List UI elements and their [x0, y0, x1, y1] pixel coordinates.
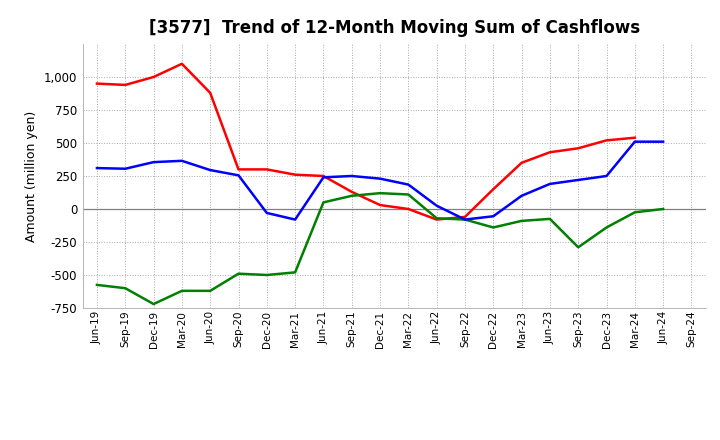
Investing Cashflow [517, 218, 526, 224]
Operating Cashflow [546, 150, 554, 155]
Operating Cashflow [93, 81, 102, 86]
Investing Cashflow [376, 191, 384, 196]
Free Cashflow [432, 203, 441, 208]
Operating Cashflow [432, 217, 441, 222]
Free Cashflow [149, 160, 158, 165]
Operating Cashflow [149, 74, 158, 80]
Investing Cashflow [93, 282, 102, 288]
Operating Cashflow [319, 173, 328, 179]
Investing Cashflow [602, 225, 611, 230]
Investing Cashflow [263, 272, 271, 278]
Operating Cashflow [376, 202, 384, 208]
Line: Investing Cashflow: Investing Cashflow [97, 193, 663, 304]
Operating Cashflow [348, 189, 356, 194]
Investing Cashflow [546, 216, 554, 221]
Free Cashflow [234, 172, 243, 178]
Y-axis label: Amount (million yen): Amount (million yen) [25, 110, 38, 242]
Investing Cashflow [291, 270, 300, 275]
Line: Operating Cashflow: Operating Cashflow [97, 64, 635, 220]
Free Cashflow [517, 193, 526, 198]
Free Cashflow [121, 166, 130, 171]
Investing Cashflow [489, 225, 498, 230]
Investing Cashflow [206, 288, 215, 293]
Free Cashflow [659, 139, 667, 144]
Investing Cashflow [461, 217, 469, 222]
Free Cashflow [461, 217, 469, 222]
Free Cashflow [291, 217, 300, 222]
Operating Cashflow [206, 90, 215, 95]
Free Cashflow [348, 173, 356, 179]
Investing Cashflow [348, 193, 356, 198]
Investing Cashflow [319, 200, 328, 205]
Operating Cashflow [263, 167, 271, 172]
Investing Cashflow [149, 301, 158, 307]
Free Cashflow [376, 176, 384, 181]
Operating Cashflow [404, 206, 413, 212]
Investing Cashflow [659, 206, 667, 212]
Operating Cashflow [234, 167, 243, 172]
Operating Cashflow [291, 172, 300, 177]
Operating Cashflow [489, 187, 498, 192]
Operating Cashflow [121, 82, 130, 88]
Investing Cashflow [121, 286, 130, 291]
Free Cashflow [574, 177, 582, 183]
Free Cashflow [546, 181, 554, 187]
Line: Free Cashflow: Free Cashflow [97, 142, 663, 220]
Investing Cashflow [234, 271, 243, 276]
Investing Cashflow [631, 210, 639, 215]
Free Cashflow [206, 167, 215, 172]
Operating Cashflow [178, 61, 186, 66]
Free Cashflow [404, 182, 413, 187]
Free Cashflow [631, 139, 639, 144]
Free Cashflow [489, 213, 498, 219]
Free Cashflow [178, 158, 186, 163]
Investing Cashflow [432, 216, 441, 221]
Operating Cashflow [461, 214, 469, 220]
Investing Cashflow [404, 192, 413, 197]
Operating Cashflow [517, 160, 526, 165]
Free Cashflow [263, 210, 271, 216]
Investing Cashflow [574, 245, 582, 250]
Investing Cashflow [178, 288, 186, 293]
Free Cashflow [319, 175, 328, 180]
Free Cashflow [602, 173, 611, 179]
Title: [3577]  Trend of 12-Month Moving Sum of Cashflows: [3577] Trend of 12-Month Moving Sum of C… [148, 19, 640, 37]
Operating Cashflow [631, 135, 639, 140]
Operating Cashflow [602, 138, 611, 143]
Operating Cashflow [574, 146, 582, 151]
Free Cashflow [93, 165, 102, 171]
